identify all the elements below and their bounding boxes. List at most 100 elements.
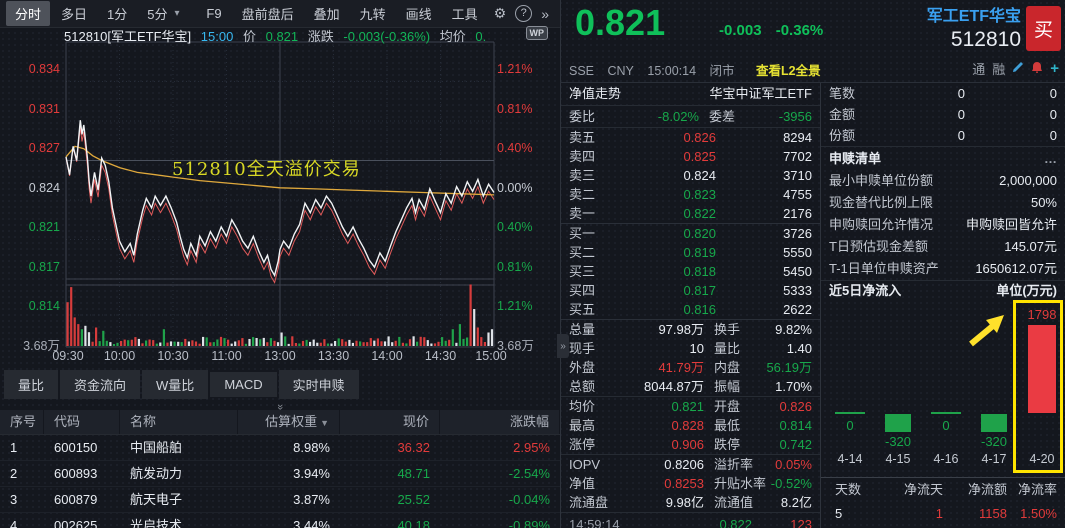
volume-bar	[490, 329, 494, 346]
volume-bar	[408, 339, 412, 346]
net-flow-date-label: 4-17	[981, 452, 1007, 466]
counter-row: 金额 0 0	[829, 107, 1057, 122]
x-axis-time-label: 10:30	[157, 349, 189, 363]
chart-toolbar: 分时 多日 1分 5分 ▾ F9 盘前盘后 叠加 九转 画线 工具 ⚙ ? »	[0, 0, 560, 28]
ask-row[interactable]: 卖二 0.823 4755	[561, 185, 820, 204]
tab-macd[interactable]: MACD	[210, 371, 277, 397]
col-header-change[interactable]: 涨跌幅	[440, 410, 560, 434]
market-status: 闭市	[709, 64, 735, 78]
alert-bell-icon[interactable]	[1031, 61, 1043, 76]
volume-bar	[462, 338, 465, 346]
panel-expand-handle[interactable]: »	[557, 334, 569, 358]
table-row[interactable]: 4 002625 光启技术 3.44% 40.18 -0.89%	[0, 513, 560, 528]
cell-change: -0.04%	[508, 492, 550, 507]
net-flow-title-row: 近5日净流入 单位(万元)	[821, 280, 1065, 301]
help-icon[interactable]: ?	[515, 5, 533, 22]
volume-bar	[298, 343, 301, 346]
info-row: T日预估现金差额 145.07元	[829, 239, 1057, 254]
toolbar-item-1min[interactable]: 1分	[107, 7, 128, 22]
info-row: T-1日单位申赎资产 1650612.07元	[829, 261, 1057, 276]
volume-bar	[98, 341, 101, 346]
volume-bar	[123, 339, 126, 346]
net-flow-value: 0	[846, 418, 854, 433]
bid-volume: 3726	[783, 226, 812, 241]
volume-axis-label: 3.68万	[23, 339, 60, 353]
ask-row[interactable]: 卖四 0.825 7702	[561, 147, 820, 166]
stats-row: IOPV 0.8206 溢折率 0.05%	[561, 454, 820, 474]
nav-underlying-index[interactable]: 华宝中证军工ETF	[709, 86, 812, 101]
net-flow-bar-positive	[1028, 325, 1056, 413]
tab-realtime-creation[interactable]: 实时申赎	[278, 369, 359, 399]
bid-row[interactable]: 买四 0.817 5333	[561, 281, 820, 300]
table-row[interactable]: 1 600150 中国船舶 8.98% 36.32 2.95%	[0, 435, 560, 461]
ask-row[interactable]: 卖五 0.826 8294	[561, 128, 820, 147]
y-axis-price-label: 0.834	[28, 62, 60, 76]
avg-label: 均价	[439, 29, 466, 44]
volume-bar	[473, 309, 476, 346]
bid-row[interactable]: 买二 0.819 5550	[561, 243, 820, 262]
ask-volume: 7702	[783, 149, 812, 164]
tab-money-flow[interactable]: 资金流向	[60, 369, 141, 399]
volume-bar	[433, 343, 437, 346]
col-header-weight[interactable]: 估算权重 ▼	[238, 410, 340, 434]
wp-badge[interactable]: WP	[525, 26, 548, 40]
volume-bar	[326, 343, 330, 346]
table-row[interactable]: 2 600893 航发动力 3.94% 48.71 -2.54%	[0, 461, 560, 487]
tab-volume-ratio[interactable]: 量比	[4, 369, 59, 399]
volume-bar	[116, 342, 119, 346]
toolbar-item-overlay[interactable]: 叠加	[313, 7, 340, 22]
panel-collapse-strip[interactable]: »	[0, 398, 560, 410]
volume-bar	[355, 340, 358, 346]
volume-bar	[476, 327, 479, 346]
average-price-line	[65, 145, 495, 196]
net-flow-zero-dash	[835, 412, 865, 414]
cell-code: 600893	[54, 466, 98, 481]
toolbar-item-nineturn[interactable]: 九转	[359, 7, 386, 22]
volume-bar	[323, 339, 326, 346]
volume-bar	[173, 341, 176, 346]
ask-row[interactable]: 卖三 0.824 3710	[561, 166, 820, 185]
quote-time: 15:00:14	[647, 64, 697, 78]
toolbar-item-multiday[interactable]: 多日	[61, 7, 88, 22]
info-row: 申购赎回允许情况 申购赎回皆允许	[829, 217, 1057, 232]
cell-weight: 3.87%	[293, 492, 330, 507]
more-chevrons-icon[interactable]: »	[541, 5, 549, 22]
volume-bar	[316, 342, 319, 346]
table-row[interactable]: 3 600879 航天电子 3.87% 25.52 -0.04%	[0, 487, 560, 513]
edit-pencil-icon[interactable]	[1012, 61, 1024, 76]
toolbar-item-tools[interactable]: 工具	[451, 7, 478, 22]
volume-bar	[312, 339, 315, 346]
cell-price: 25.52	[397, 492, 430, 507]
cell-price: 40.18	[397, 518, 430, 528]
y-axis-pct-label: 1.21%	[497, 299, 533, 313]
ask-row[interactable]: 卖一 0.822 2176	[561, 204, 820, 224]
volume-bar	[127, 340, 130, 346]
buy-button[interactable]: 买	[1026, 6, 1061, 51]
add-plus-icon[interactable]: +	[1050, 60, 1059, 77]
toolbar-item-drawline[interactable]: 画线	[405, 7, 432, 22]
cell-price: 48.71	[397, 466, 430, 481]
toolbar-item-minute[interactable]: 分时	[6, 1, 51, 26]
bid-row[interactable]: 买一 0.820 3726	[561, 224, 820, 243]
toolbar-item-5min[interactable]: 5分	[147, 7, 168, 22]
volume-bar	[219, 336, 223, 346]
bid-row[interactable]: 买五 0.816 2622	[561, 300, 820, 320]
toolbar-item-premarket[interactable]: 盘前盘后	[241, 7, 294, 22]
cell-code: 002625	[54, 518, 98, 528]
volume-bar	[412, 336, 415, 346]
col-header-price[interactable]: 现价	[340, 410, 440, 434]
volume-bar	[287, 343, 290, 346]
net-flow-date-label: 4-20	[1029, 452, 1055, 466]
more-ellipsis-icon[interactable]: …	[1044, 151, 1057, 166]
bid-row[interactable]: 买三 0.818 5450	[561, 262, 820, 281]
l2-panorama-link[interactable]: 查看L2全景	[756, 64, 821, 78]
gear-icon[interactable]: ⚙	[493, 5, 507, 21]
ask-label: 卖三	[569, 168, 596, 183]
toolbar-item-f9[interactable]: F9	[206, 6, 222, 21]
net-flow-value: -320	[884, 434, 912, 449]
tab-w-volume-ratio[interactable]: W量比	[142, 369, 209, 399]
volume-bar	[383, 341, 387, 346]
nav-net-value-trend[interactable]: 净值走势	[569, 86, 622, 101]
chart-time: 15:00	[200, 29, 234, 44]
chevron-down-icon[interactable]: ▾	[174, 8, 180, 19]
